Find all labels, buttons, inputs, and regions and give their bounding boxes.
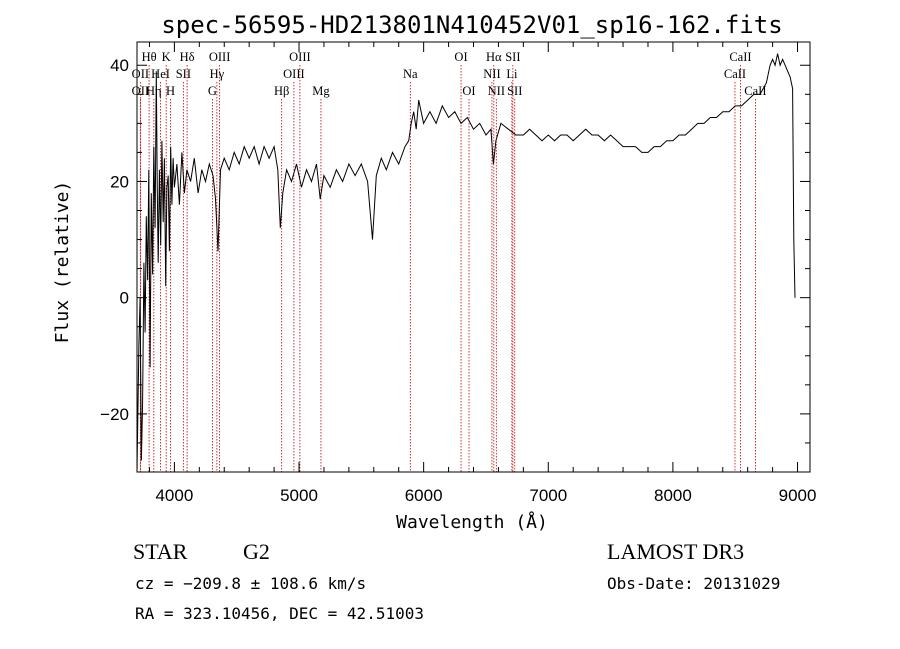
- y-tick-label: −20: [100, 405, 129, 424]
- object-class: STAR: [133, 539, 188, 564]
- y-tick-label: 20: [110, 172, 129, 191]
- coordinates: RA = 323.10456, DEC = 42.51003: [135, 604, 424, 623]
- spectrum-line: [136, 53, 796, 473]
- y-tick-label: 40: [110, 56, 129, 75]
- line-label: Mg: [312, 84, 330, 98]
- line-label: OI: [454, 50, 467, 64]
- line-label: Li: [506, 67, 518, 81]
- survey-name: LAMOST DR3: [607, 539, 744, 564]
- line-label: OIII: [209, 50, 231, 64]
- line-label: G: [208, 84, 217, 98]
- redshift-readout: cz = −209.8 ± 108.6 km/s: [135, 574, 366, 593]
- line-label: Hβ: [274, 84, 289, 98]
- y-axis-label: Flux (relative): [52, 181, 73, 344]
- line-label: SII: [505, 50, 520, 64]
- line-label: CaII: [724, 67, 746, 81]
- line-label: OIII: [283, 67, 305, 81]
- line-label: Hγ: [210, 67, 225, 81]
- y-tick-label: 0: [120, 289, 129, 308]
- line-label: Hη: [146, 84, 162, 98]
- x-axis-label: Wavelength (Å): [396, 511, 548, 533]
- line-label: Hθ: [142, 50, 157, 64]
- x-tick-label: 8000: [654, 486, 692, 505]
- line-label: OII: [132, 67, 149, 81]
- line-label: OIII: [289, 50, 311, 64]
- line-marker-layer: Hθ OII OII K HeI Hη H Hδ SII OIII Hγ G Hβ OIII OIII Mg N…: [132, 50, 767, 472]
- axis-ticks: 4000 5000 6000 7000 8000 9000 −20 0 20 40: [100, 42, 816, 505]
- line-label: Hα: [486, 50, 502, 64]
- obs-date: Obs-Date: 20131029: [607, 574, 780, 593]
- line-label: CaII: [729, 50, 751, 64]
- x-tick-label: 7000: [529, 486, 567, 505]
- x-tick-label: 5000: [280, 486, 318, 505]
- x-tick-label: 6000: [405, 486, 443, 505]
- x-tick-label: 4000: [155, 486, 193, 505]
- line-label: SII: [507, 84, 522, 98]
- line-label: Hδ: [180, 50, 195, 64]
- line-label: NII: [483, 67, 500, 81]
- line-label: SII: [176, 67, 191, 81]
- plot-frame: [136, 41, 811, 473]
- line-label: Na: [403, 67, 418, 81]
- line-label: H: [166, 84, 175, 98]
- line-label: CaII: [744, 84, 766, 98]
- object-subclass: G2: [243, 539, 270, 564]
- line-label: OI: [462, 84, 475, 98]
- line-label: NII: [488, 84, 505, 98]
- chart-title: spec-56595-HD213801N410452V01_sp16-162.f…: [161, 11, 782, 39]
- line-label: K: [162, 50, 171, 64]
- line-label: HeI: [151, 67, 170, 81]
- line-label: OII: [132, 84, 149, 98]
- x-tick-label: 9000: [779, 486, 817, 505]
